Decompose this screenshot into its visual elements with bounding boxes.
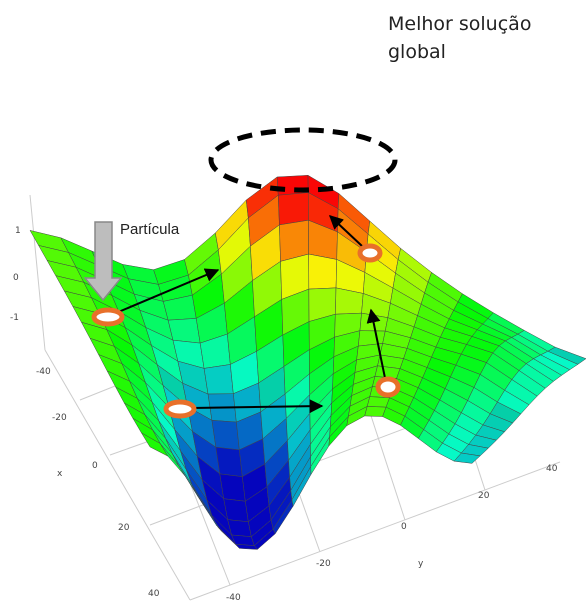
- arrows: [115, 215, 386, 414]
- surface-patch: [203, 364, 234, 395]
- x-tick-label: 0: [92, 461, 98, 471]
- x-tick-label: 40: [148, 589, 160, 599]
- y-tick-label: -20: [316, 559, 331, 569]
- x-tick-label: -40: [36, 367, 51, 377]
- surface: [29, 174, 586, 550]
- x-tick-label: 20: [118, 523, 130, 533]
- surface-patch: [219, 473, 246, 502]
- y-tick-label: 40: [546, 464, 558, 474]
- best-solution-line: global: [388, 41, 446, 63]
- surface-patch: [308, 253, 338, 290]
- surface-patch: [277, 192, 309, 226]
- best-region: [208, 127, 398, 193]
- x-tick-label: -20: [52, 413, 67, 423]
- particle-label: Partícula: [120, 221, 180, 238]
- surface-patch: [167, 318, 201, 344]
- particle-pointer: [83, 221, 123, 302]
- surface-patch: [227, 519, 252, 537]
- z-tick-label: -1: [10, 313, 19, 323]
- best-solution-line: Melhor solução: [388, 13, 531, 35]
- y-tick-label: 20: [478, 491, 490, 501]
- surface-patch: [215, 446, 243, 477]
- tick-labels: 1 0 -1 -40 -20 0 20 40 x -40 -20 0 20 40 y: [10, 226, 558, 603]
- x-axis-label: x: [57, 469, 63, 479]
- y-tick-label: -40: [226, 593, 241, 603]
- surface-patch: [364, 406, 387, 417]
- surface-patch: [211, 420, 240, 451]
- surface-patch: [223, 498, 249, 523]
- particles: [91, 243, 401, 419]
- z-tick-label: 1: [15, 226, 21, 236]
- z-tick-label: 0: [13, 273, 19, 283]
- surface-patch: [366, 396, 390, 408]
- surface-patch: [453, 452, 481, 464]
- y-tick-label: 0: [401, 522, 407, 532]
- y-axis-label: y: [418, 559, 424, 569]
